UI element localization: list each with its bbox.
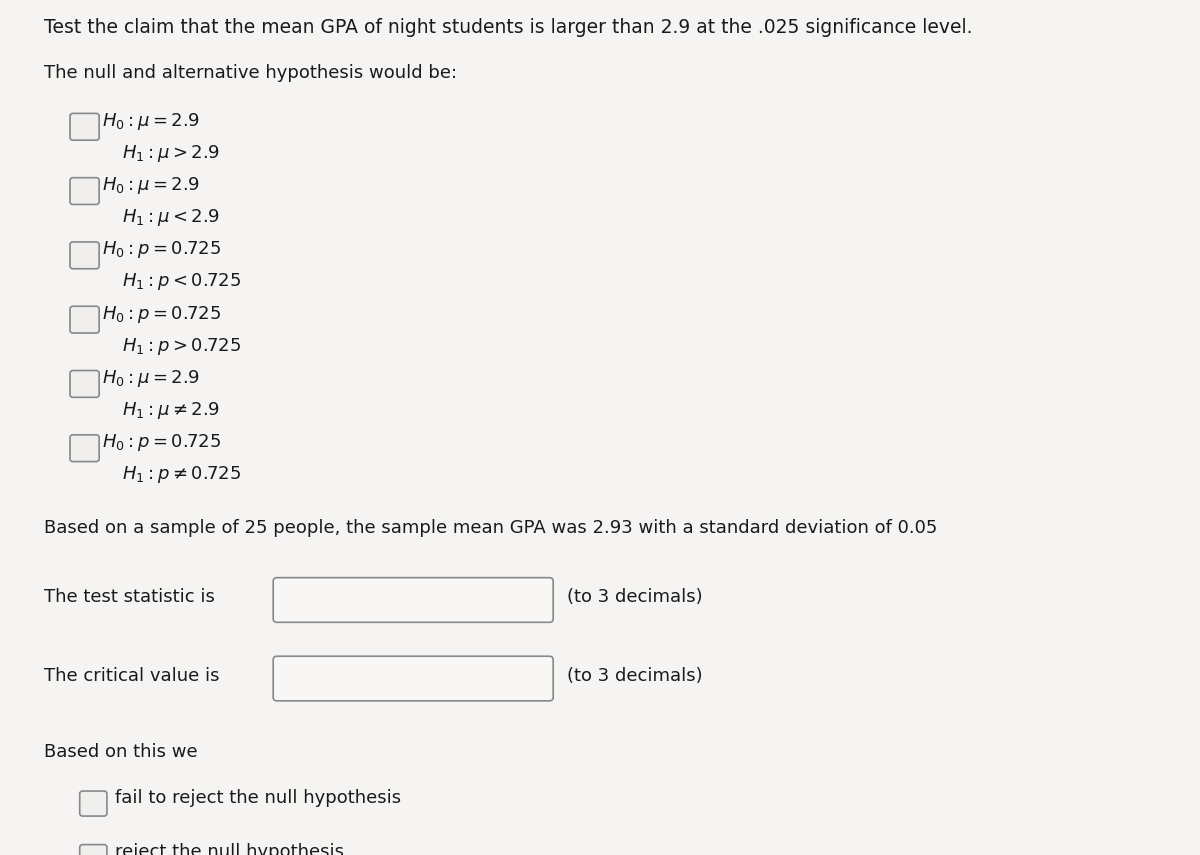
- Text: $H_1:p \neq 0.725$: $H_1:p \neq 0.725$: [121, 464, 241, 486]
- Text: Based on a sample of 25 people, the sample mean GPA was 2.93 with a standard dev: Based on a sample of 25 people, the samp…: [43, 519, 937, 537]
- Text: (to 3 decimals): (to 3 decimals): [566, 667, 702, 685]
- Text: (to 3 decimals): (to 3 decimals): [566, 588, 702, 606]
- Text: $H_0:\mu = 2.9$: $H_0:\mu = 2.9$: [102, 175, 200, 196]
- Text: Based on this we: Based on this we: [43, 743, 197, 761]
- Text: Test the claim that the mean GPA of night students is larger than 2.9 at the .02: Test the claim that the mean GPA of nigh…: [43, 18, 972, 37]
- Text: The critical value is: The critical value is: [43, 667, 220, 685]
- Text: $H_1:\mu > 2.9$: $H_1:\mu > 2.9$: [121, 143, 220, 164]
- Text: $H_0:p = 0.725$: $H_0:p = 0.725$: [102, 432, 221, 453]
- Text: $H_1:\mu < 2.9$: $H_1:\mu < 2.9$: [121, 207, 220, 228]
- Text: The null and alternative hypothesis would be:: The null and alternative hypothesis woul…: [43, 64, 457, 82]
- FancyBboxPatch shape: [70, 114, 100, 140]
- Text: $H_0:p = 0.725$: $H_0:p = 0.725$: [102, 304, 221, 325]
- FancyBboxPatch shape: [70, 370, 100, 398]
- FancyBboxPatch shape: [70, 306, 100, 333]
- Text: $H_1:\mu \neq 2.9$: $H_1:\mu \neq 2.9$: [121, 400, 220, 421]
- FancyBboxPatch shape: [79, 845, 107, 855]
- Text: $H_0:\mu = 2.9$: $H_0:\mu = 2.9$: [102, 110, 200, 132]
- Text: $H_1:p > 0.725$: $H_1:p > 0.725$: [121, 336, 241, 357]
- FancyBboxPatch shape: [70, 435, 100, 462]
- FancyBboxPatch shape: [79, 791, 107, 816]
- Text: The test statistic is: The test statistic is: [43, 588, 215, 606]
- Text: fail to reject the null hypothesis: fail to reject the null hypothesis: [115, 789, 401, 807]
- FancyBboxPatch shape: [70, 242, 100, 268]
- Text: $H_0:p = 0.725$: $H_0:p = 0.725$: [102, 239, 221, 260]
- Text: $H_1:p < 0.725$: $H_1:p < 0.725$: [121, 271, 241, 292]
- FancyBboxPatch shape: [274, 578, 553, 622]
- FancyBboxPatch shape: [70, 178, 100, 204]
- Text: $H_0:\mu = 2.9$: $H_0:\mu = 2.9$: [102, 368, 200, 389]
- FancyBboxPatch shape: [274, 657, 553, 701]
- Text: reject the null hypothesis: reject the null hypothesis: [115, 843, 343, 855]
